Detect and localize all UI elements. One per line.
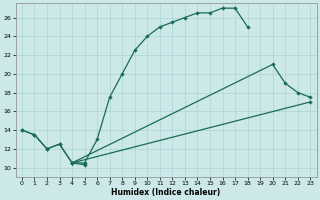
X-axis label: Humidex (Indice chaleur): Humidex (Indice chaleur) [111,188,221,197]
